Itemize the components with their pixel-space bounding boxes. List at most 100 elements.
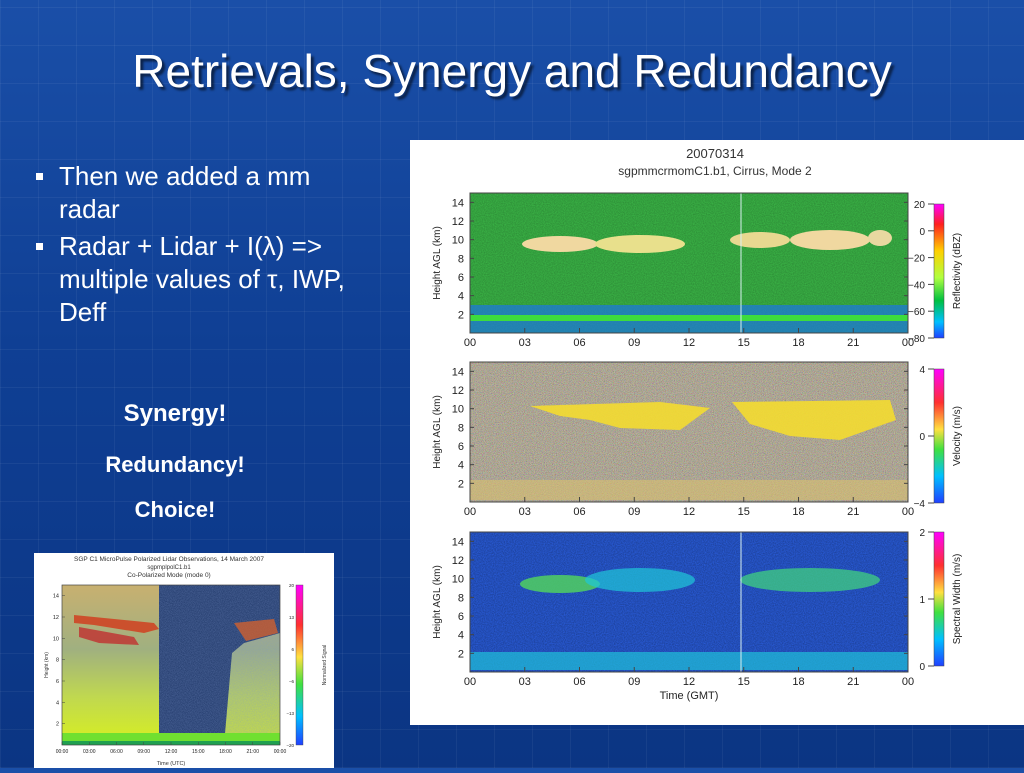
reflectivity-cloud-5 bbox=[868, 230, 892, 246]
radar-subtitle: sgpmmcrmomC1.b1, Cirrus, Mode 2 bbox=[618, 164, 812, 178]
radar-x-tick-label: 21 bbox=[847, 506, 859, 518]
radar-x-tick-label: 12 bbox=[683, 676, 695, 688]
lidar-x-tick-label: 15:00 bbox=[192, 749, 205, 755]
radar-y-tick-label: 10 bbox=[452, 574, 464, 586]
colorbar-tick-label: 0 bbox=[919, 662, 925, 673]
lidar-colorbar-tick-label: −6 bbox=[289, 679, 295, 684]
spectral-width-panel bbox=[469, 531, 945, 673]
radar-x-tick-label: 00 bbox=[902, 506, 914, 518]
colorbar-tick-label: −40 bbox=[908, 280, 925, 291]
lidar-x-tick-label: 12:00 bbox=[165, 749, 178, 755]
radar-x-tick-label: 15 bbox=[738, 337, 750, 349]
lidar-y-tick-label: 6 bbox=[56, 679, 59, 685]
lidar-colorbar-tick-label: −20 bbox=[286, 743, 294, 748]
radar-y-tick-label: 14 bbox=[452, 197, 464, 209]
radar-y-tick-label: 8 bbox=[458, 422, 464, 434]
spectral-cloud-1 bbox=[520, 575, 600, 593]
reflectivity-cloud-3 bbox=[730, 232, 790, 248]
velocity-cloud-2 bbox=[732, 400, 896, 440]
reflectivity-cloud-1 bbox=[522, 236, 598, 252]
bullet-item: Radar + Lidar + I(λ) => multiple values … bbox=[36, 230, 376, 329]
radar-x-tick-label: 15 bbox=[738, 676, 750, 688]
colorbar-label: Reflectivity (dBZ) bbox=[952, 233, 963, 309]
spectral-cloud-3 bbox=[740, 568, 880, 592]
bullet-item: Then we added a mm radar bbox=[36, 160, 376, 226]
radar-y-tick-label: 2 bbox=[458, 478, 464, 490]
radar-x-tick-label: 12 bbox=[683, 506, 695, 518]
radar-x-tick-label: 21 bbox=[847, 337, 859, 349]
lidar-y-tick-label: 4 bbox=[56, 700, 59, 706]
lidar-x-tick-label: 21:00 bbox=[246, 749, 259, 755]
lidar-subtitle: sgpmplpolC1.b1 bbox=[147, 565, 191, 571]
radar-x-tick-label: 18 bbox=[792, 337, 804, 349]
lidar-y-axis-label: Height (km) bbox=[44, 652, 50, 678]
radar-y-tick-label: 10 bbox=[452, 404, 464, 416]
radar-y-tick-label: 4 bbox=[458, 291, 464, 303]
radar-x-tick-label: 03 bbox=[519, 676, 531, 688]
radar-x-tick-label: 09 bbox=[628, 506, 640, 518]
radar-y-axis-label: Height AGL (km) bbox=[432, 565, 443, 639]
lidar-y-tick-label: 8 bbox=[56, 658, 59, 664]
radar-y-tick-label: 12 bbox=[452, 385, 464, 397]
lidar-x-tick-label: 09:00 bbox=[137, 749, 150, 755]
synergy-text: Synergy! bbox=[123, 400, 227, 427]
radar-y-tick-label: 14 bbox=[452, 366, 464, 378]
reflectivity-boundary-layer bbox=[470, 315, 908, 321]
radar-x-axis-label: Time (GMT) bbox=[660, 690, 719, 702]
lidar-x-tick-label: 03:00 bbox=[83, 749, 96, 755]
radar-y-tick-label: 2 bbox=[458, 309, 464, 321]
spectral-colorbar bbox=[933, 531, 945, 667]
lidar-y-tick-label: 12 bbox=[53, 615, 59, 621]
radar-y-tick-label: 8 bbox=[458, 592, 464, 604]
radar-x-tick-label: 09 bbox=[628, 337, 640, 349]
radar-x-tick-label: 18 bbox=[792, 676, 804, 688]
bullet-text: Radar + Lidar + I(λ) => multiple values … bbox=[59, 231, 345, 327]
radar-x-tick-label: 03 bbox=[519, 337, 531, 349]
radar-y-tick-label: 10 bbox=[452, 235, 464, 247]
radar-y-tick-label: 2 bbox=[458, 648, 464, 660]
radar-x-tick-label: 06 bbox=[573, 337, 585, 349]
lidar-y-tick-label: 14 bbox=[53, 594, 59, 600]
bullet-square-icon bbox=[36, 173, 43, 180]
redundancy-text: Redundancy! bbox=[105, 452, 245, 477]
radar-x-tick-label: 09 bbox=[628, 676, 640, 688]
radar-y-tick-label: 6 bbox=[458, 441, 464, 453]
velocity-cloud-1 bbox=[530, 402, 710, 430]
reflectivity-panel bbox=[469, 192, 945, 339]
colorbar-tick-label: 0 bbox=[919, 227, 925, 238]
radar-x-tick-label: 06 bbox=[573, 506, 585, 518]
lidar-colorbar-tick-label: 13 bbox=[289, 615, 295, 620]
radar-date: 20070314 bbox=[686, 146, 744, 161]
radar-x-tick-label: 00 bbox=[902, 337, 914, 349]
radar-y-tick-label: 4 bbox=[458, 460, 464, 472]
lidar-noise bbox=[159, 585, 280, 745]
lidar-title: SGP C1 MicroPulse Polarized Lidar Observ… bbox=[74, 556, 264, 563]
radar-y-tick-label: 8 bbox=[458, 253, 464, 265]
radar-y-axis-label: Height AGL (km) bbox=[432, 395, 443, 469]
radar-figure: 20070314 sgpmmcrmomC1.b1, Cirrus, Mode 2 bbox=[410, 140, 1024, 725]
bullet-text: Then we added a mm radar bbox=[59, 161, 311, 224]
colorbar-tick-label: 0 bbox=[919, 432, 925, 443]
radar-x-tick-label: 15 bbox=[738, 506, 750, 518]
lidar-y-tick-label: 2 bbox=[56, 722, 59, 728]
reflectivity-cloud-2 bbox=[595, 235, 685, 253]
colorbar-tick-label: −20 bbox=[908, 254, 925, 265]
colorbar-tick-label: 4 bbox=[919, 365, 925, 376]
choice-text: Choice! bbox=[134, 497, 216, 522]
lidar-colorbar-tick-label: 20 bbox=[289, 583, 295, 588]
radar-x-tick-label: 03 bbox=[519, 506, 531, 518]
radar-x-tick-label: 12 bbox=[683, 337, 695, 349]
radar-x-tick-label: 00 bbox=[464, 506, 476, 518]
lidar-colorbar-tick-label: 6 bbox=[291, 647, 294, 652]
radar-y-tick-label: 6 bbox=[458, 272, 464, 284]
lidar-x-tick-label: 00:00 bbox=[56, 749, 69, 755]
radar-x-tick-label: 00 bbox=[902, 676, 914, 688]
radar-y-tick-label: 4 bbox=[458, 630, 464, 642]
velocity-panel bbox=[469, 361, 945, 504]
radar-y-tick-label: 6 bbox=[458, 611, 464, 623]
spectral-cloud-2 bbox=[585, 568, 695, 592]
lidar-colorbar-tick-label: −13 bbox=[286, 711, 294, 716]
spectral-low-layer bbox=[470, 652, 908, 670]
lidar-colorbar-label: Normalized Signal bbox=[322, 645, 328, 686]
